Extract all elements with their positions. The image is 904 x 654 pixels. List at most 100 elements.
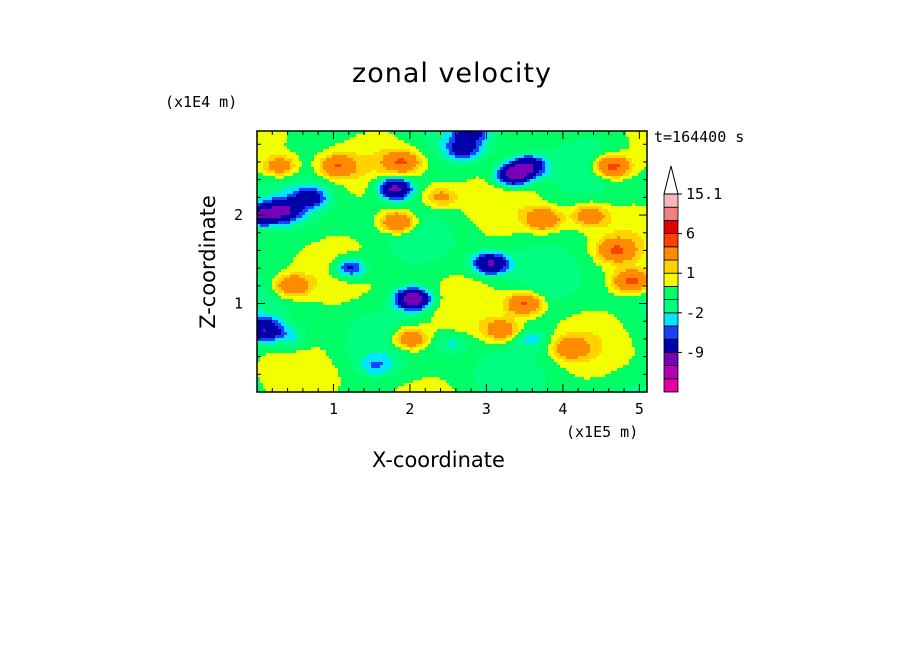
field-cell xyxy=(422,140,425,143)
field-cell xyxy=(497,221,500,224)
field-cell xyxy=(587,167,590,170)
field-cell xyxy=(575,179,578,182)
field-cell xyxy=(551,215,554,218)
field-cell xyxy=(614,176,617,179)
field-cell xyxy=(614,131,617,134)
field-cell xyxy=(374,149,377,152)
field-cell xyxy=(560,236,563,239)
field-cell xyxy=(485,188,488,191)
field-cell xyxy=(578,236,581,239)
field-cell xyxy=(380,245,383,248)
field-cell xyxy=(347,221,350,224)
field-cell xyxy=(407,149,410,152)
field-cell xyxy=(296,164,299,167)
field-cell xyxy=(617,236,620,239)
field-cell xyxy=(524,164,527,167)
field-cell xyxy=(575,137,578,140)
field-cell xyxy=(461,233,464,236)
field-cell xyxy=(257,212,260,215)
field-cell xyxy=(599,200,602,203)
field-cell xyxy=(305,212,308,215)
field-cell xyxy=(332,173,335,176)
field-cell xyxy=(434,215,437,218)
field-cell xyxy=(269,212,272,215)
field-cell xyxy=(569,230,572,233)
field-cell xyxy=(485,215,488,218)
field-cell xyxy=(635,146,638,149)
field-cell xyxy=(392,242,395,245)
field-cell xyxy=(257,236,260,239)
field-cell xyxy=(515,134,518,137)
field-cell xyxy=(572,230,575,233)
field-cell xyxy=(350,197,353,200)
field-cell xyxy=(308,167,311,170)
field-cell xyxy=(284,203,287,206)
field-cell xyxy=(581,191,584,194)
field-cell xyxy=(365,230,368,233)
field-cell xyxy=(389,215,392,218)
field-cell xyxy=(575,194,578,197)
field-cell xyxy=(452,221,455,224)
field-cell xyxy=(431,155,434,158)
field-cell xyxy=(275,170,278,173)
field-cell xyxy=(377,158,380,161)
field-cell xyxy=(299,170,302,173)
field-cell xyxy=(281,179,284,182)
field-cell xyxy=(320,191,323,194)
field-cell xyxy=(638,161,641,164)
field-cell xyxy=(317,179,320,182)
field-cell xyxy=(272,143,275,146)
field-cell xyxy=(380,185,383,188)
field-cell xyxy=(545,152,548,155)
field-cell xyxy=(272,131,275,134)
field-cell xyxy=(467,212,470,215)
field-cell xyxy=(263,233,266,236)
field-cell xyxy=(302,146,305,149)
field-cell xyxy=(578,134,581,137)
field-cell xyxy=(389,188,392,191)
field-cell xyxy=(419,146,422,149)
field-cell xyxy=(398,224,401,227)
field-cell xyxy=(371,146,374,149)
field-cell xyxy=(632,233,635,236)
field-cell xyxy=(341,209,344,212)
field-cell xyxy=(368,149,371,152)
field-cell xyxy=(353,179,356,182)
field-cell xyxy=(569,191,572,194)
field-cell xyxy=(611,146,614,149)
field-cell xyxy=(308,236,311,239)
field-cell xyxy=(422,179,425,182)
field-cell xyxy=(305,197,308,200)
field-cell xyxy=(362,167,365,170)
field-cell xyxy=(356,176,359,179)
field-cell xyxy=(455,242,458,245)
field-cell xyxy=(416,140,419,143)
field-cell xyxy=(455,194,458,197)
field-cell xyxy=(539,197,542,200)
field-cell xyxy=(566,149,569,152)
field-cell xyxy=(545,227,548,230)
field-cell xyxy=(458,191,461,194)
field-cell xyxy=(428,236,431,239)
field-cell xyxy=(560,149,563,152)
field-cell xyxy=(368,167,371,170)
field-cell xyxy=(344,140,347,143)
field-cell xyxy=(632,131,635,134)
field-cell xyxy=(311,203,314,206)
field-cell xyxy=(263,215,266,218)
field-cell xyxy=(290,185,293,188)
field-cell xyxy=(452,143,455,146)
field-cell xyxy=(287,230,290,233)
field-cell xyxy=(365,182,368,185)
field-cell xyxy=(380,212,383,215)
field-cell xyxy=(641,239,644,242)
field-cell xyxy=(578,170,581,173)
field-cell xyxy=(464,158,467,161)
field-cell xyxy=(344,170,347,173)
field-cell xyxy=(614,188,617,191)
field-cell xyxy=(455,209,458,212)
field-cell xyxy=(464,137,467,140)
field-cell xyxy=(611,227,614,230)
field-cell xyxy=(638,221,641,224)
field-cell xyxy=(593,227,596,230)
